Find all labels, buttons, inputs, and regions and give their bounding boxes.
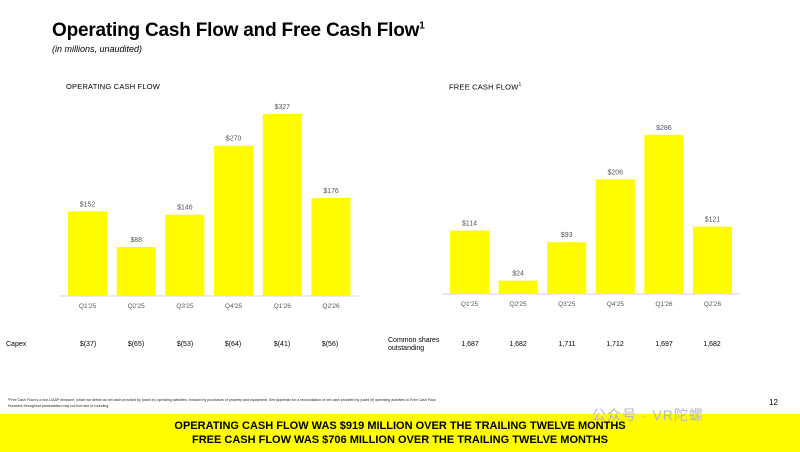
fcf-category-label: Q1'26	[655, 301, 673, 308]
shares-value: 1,682	[703, 341, 721, 348]
ocf-data-label: $176	[323, 188, 339, 195]
shares-value: 1,712	[606, 341, 624, 348]
fcf-bar	[693, 226, 732, 294]
ocf-data-label: $327	[275, 104, 291, 111]
ocf-category-label: Q4'25	[225, 303, 243, 310]
fcf-bar	[498, 280, 538, 294]
footnote-line-2: Numbers throughout presentation may not …	[8, 404, 110, 408]
fcf-bar	[547, 242, 587, 294]
page-subtitle: (in millions, unaudited)	[52, 44, 143, 54]
capex-value: $(56)	[321, 341, 339, 348]
capex-value: $(65)	[127, 341, 145, 348]
shares-value: 1,687	[461, 341, 479, 348]
fcf-data-label: $121	[705, 217, 721, 224]
banner-line-1: OPERATING CASH FLOW WAS $919 MILLION OVE…	[174, 420, 626, 432]
ocf-category-label: Q1'25	[79, 303, 97, 310]
summary-banner: OPERATING CASH FLOW WAS $919 MILLION OVE…	[0, 414, 800, 452]
capex-value: $(37)	[79, 341, 97, 348]
ocf-bar	[116, 247, 156, 296]
ocf-bar	[262, 113, 302, 297]
capex-value: $(64)	[224, 341, 242, 348]
ocf-data-label: $146	[177, 205, 193, 212]
fcf-data-label: $286	[656, 125, 672, 132]
ocf-data-label: $88	[130, 237, 142, 244]
fcf-data-label: $206	[608, 169, 624, 176]
fcf-category-label: Q1'25	[461, 301, 479, 308]
fcf-data-label: $114	[462, 221, 477, 228]
fcf-data-label: $24	[512, 271, 524, 278]
shares-value: 1,711	[558, 341, 576, 348]
page-number: 12	[769, 398, 778, 407]
shares-value: 1,697	[655, 341, 673, 348]
ocf-chart-title: OPERATING CASH FLOW	[66, 82, 161, 91]
fcf-bar	[644, 134, 684, 294]
ocf-category-label: Q3'25	[176, 303, 194, 310]
capex-value: $(53)	[176, 341, 194, 348]
capex-row-label: Capex	[6, 341, 27, 348]
ocf-bar	[165, 214, 205, 296]
page-title: Operating Cash Flow and Free Cash Flow1	[52, 20, 425, 41]
footnote: ¹Free Cash Flow is a non-GAAP measure, w…	[8, 397, 708, 409]
shares-row-label: Common shares outstanding	[388, 337, 440, 352]
ocf-category-label: Q2'26	[322, 303, 340, 310]
ocf-bar	[311, 198, 351, 296]
ocf-data-label: $270	[226, 136, 242, 143]
watermark: 公众号 · VR陀螺	[592, 407, 704, 423]
ocf-category-label: Q1'26	[274, 303, 292, 310]
fcf-bar	[450, 230, 489, 294]
fcf-category-label: Q4'25	[607, 301, 625, 308]
banner-line-2: FREE CASH FLOW WAS $706 MILLION OVER THE…	[192, 434, 608, 446]
ocf-category-label: Q2'25	[128, 303, 146, 310]
fcf-category-label: Q2'25	[510, 301, 528, 308]
footnote-line-1: ¹Free Cash Flow is a non-GAAP measure, w…	[8, 398, 437, 402]
shares-value: 1,682	[509, 341, 527, 348]
fcf-chart-title: FREE CASH FLOW1	[449, 82, 522, 92]
ocf-bar	[214, 145, 254, 296]
fcf-data-label: $93	[561, 232, 573, 239]
title-footnote-marker: 1	[419, 20, 425, 32]
capex-value: $(41)	[273, 341, 291, 348]
fcf-bar	[595, 179, 635, 294]
ocf-bar	[68, 211, 107, 296]
fcf-category-label: Q2'26	[704, 301, 722, 308]
ocf-data-label: $152	[80, 201, 96, 208]
fcf-category-label: Q3'25	[558, 301, 576, 308]
